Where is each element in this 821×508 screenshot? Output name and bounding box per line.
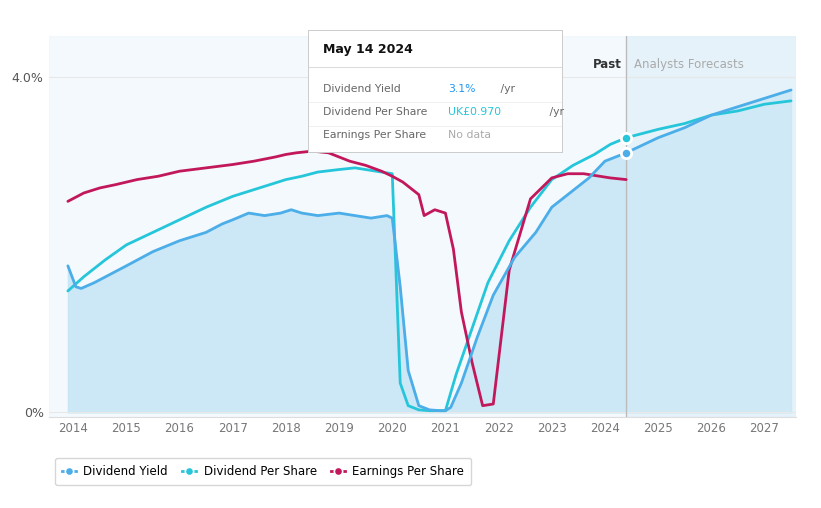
Point xyxy=(620,134,633,142)
Legend: Dividend Yield, Dividend Per Share, Earnings Per Share: Dividend Yield, Dividend Per Share, Earn… xyxy=(55,458,471,485)
Text: Dividend Per Share: Dividend Per Share xyxy=(323,107,428,117)
Text: Earnings Per Share: Earnings Per Share xyxy=(323,131,426,140)
Bar xyxy=(49,36,626,417)
Text: Dividend Yield: Dividend Yield xyxy=(323,84,401,94)
Text: May 14 2024: May 14 2024 xyxy=(323,44,413,56)
Text: Past: Past xyxy=(593,58,622,71)
Text: /yr: /yr xyxy=(546,107,563,117)
Text: 3.1%: 3.1% xyxy=(448,84,475,94)
Text: UK£0.970: UK£0.970 xyxy=(448,107,501,117)
Bar xyxy=(626,36,796,417)
Text: /yr: /yr xyxy=(497,84,515,94)
Text: Analysts Forecasts: Analysts Forecasts xyxy=(634,58,744,71)
Text: No data: No data xyxy=(448,131,491,140)
Point xyxy=(620,149,633,157)
